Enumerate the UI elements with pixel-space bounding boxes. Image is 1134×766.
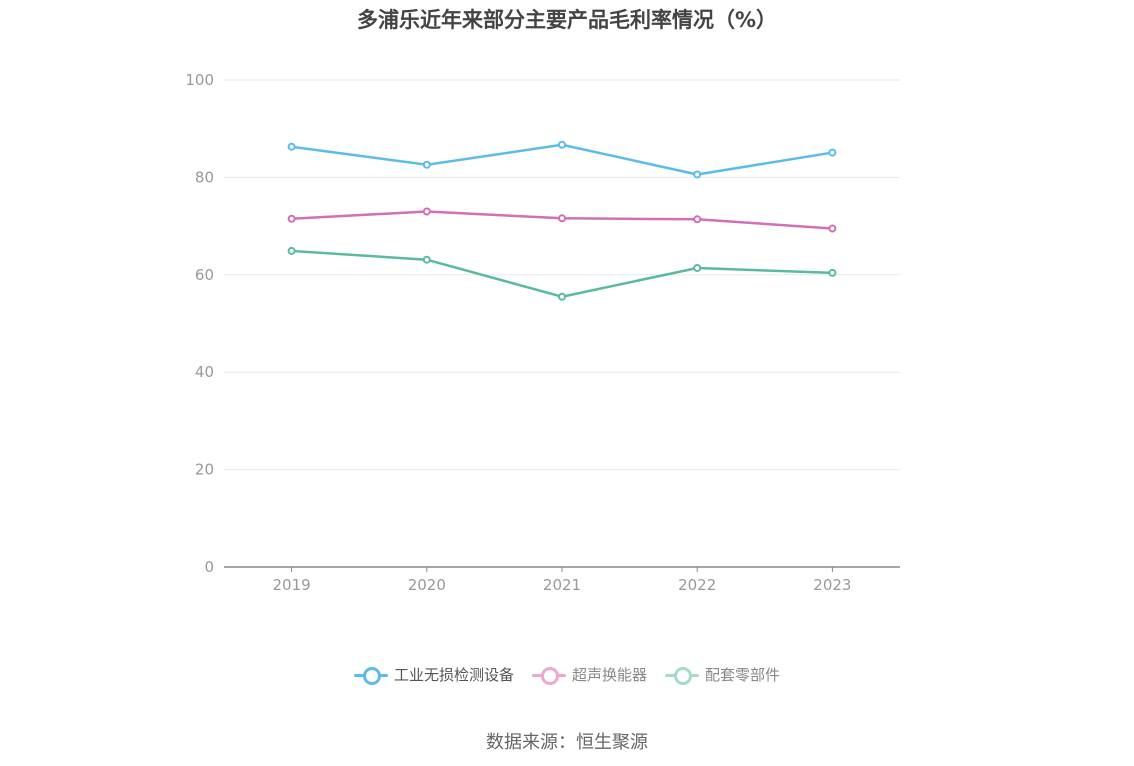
x-tick-label-2020: 2020 [408, 576, 446, 594]
data-point-0-2023 [828, 148, 837, 157]
legend-marker-series-1 [531, 666, 566, 685]
legend-marker-series-2 [665, 666, 699, 685]
y-tick-label-100: 100 [185, 71, 214, 89]
data-point-0-2021 [558, 140, 566, 149]
data-point-1-2023 [828, 224, 837, 233]
legend-label-series-2: 配套零部件 [705, 666, 781, 684]
series-line-2 [291, 249, 833, 298]
data-point-1-2021 [558, 214, 566, 223]
data-point-0-2019 [287, 142, 296, 151]
data-point-1-2019 [287, 214, 296, 223]
legend-item-series-0[interactable]: 工业无损检测设备 [353, 664, 514, 685]
legend-item-series-2[interactable]: 配套零部件 [665, 664, 780, 685]
y-tick-label-60: 60 [195, 266, 214, 284]
data-point-2-2022 [693, 263, 702, 272]
tick-labels: 0 20 40 60 80 100 2019 2020 2021 2022 2023 [185, 71, 851, 594]
x-tick-label-2019: 2019 [273, 576, 311, 594]
grid-lines [224, 79, 900, 471]
legend: 工业无损检测设备 超声换能器 配套零部件 [0, 664, 1134, 685]
y-tick-label-80: 80 [195, 168, 214, 186]
data-point-1-2022 [693, 215, 702, 224]
x-tick-label-2021: 2021 [543, 576, 581, 594]
data-point-2-2023 [828, 268, 837, 277]
y-tick-label-20: 20 [195, 461, 214, 479]
legend-label-series-0: 工业无损检测设备 [393, 666, 514, 684]
data-point-0-2020 [422, 160, 431, 169]
y-tick-label-40: 40 [195, 363, 214, 381]
source-note: 数据来源：恒生聚源 [486, 732, 648, 753]
series-line-0 [291, 143, 833, 176]
axes [224, 566, 900, 572]
legend-label-series-1: 超声换能器 [571, 666, 647, 684]
chart-title: 多浦乐近年来部分主要产品毛利率情况（%） [356, 8, 778, 32]
legend-item-series-1[interactable]: 超声换能器 [531, 664, 647, 685]
data-point-2-2020 [422, 255, 431, 264]
series-lines [287, 140, 837, 301]
data-point-2-2019 [287, 246, 296, 255]
data-point-2-2021 [558, 292, 566, 301]
legend-marker-series-0 [353, 666, 388, 685]
y-tick-label-0: 0 [204, 558, 214, 576]
x-tick-label-2023: 2023 [813, 576, 851, 594]
x-tick-label-2022: 2022 [678, 576, 716, 594]
data-point-0-2022 [693, 170, 702, 179]
data-point-1-2020 [422, 207, 431, 216]
